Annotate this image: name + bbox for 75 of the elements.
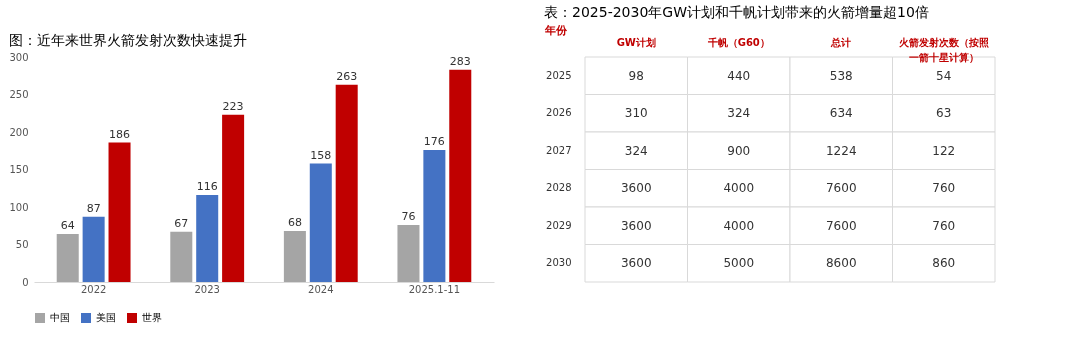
y-tick-label: 0 xyxy=(22,276,29,288)
legend-label: 世界 xyxy=(142,312,162,323)
bar xyxy=(56,234,79,282)
data-label: 760 xyxy=(932,218,956,233)
x-tick-label: 总计 xyxy=(830,36,852,48)
y-tick-label: 2027 xyxy=(546,144,572,156)
x-tick-label: 2022 xyxy=(80,283,107,295)
y-tick-label: 2029 xyxy=(546,219,572,231)
data-label: 4000 xyxy=(723,218,755,233)
bar xyxy=(449,69,472,282)
x-tick-label: GW计划 xyxy=(616,36,656,48)
data-label: 176 xyxy=(423,135,445,148)
bar xyxy=(196,195,219,282)
bar xyxy=(170,231,193,282)
chart-title: 图：近年来世界火箭发射次数快速提升 xyxy=(8,32,247,48)
data-label: 64 xyxy=(60,219,75,232)
data-label: 324 xyxy=(727,106,751,121)
data-label: 860 xyxy=(932,256,956,271)
data-label: 634 xyxy=(829,106,853,121)
data-label: 7600 xyxy=(825,218,857,233)
y-tick-label: 250 xyxy=(9,89,29,100)
y-tick-label: 2030 xyxy=(546,257,572,269)
data-label: 116 xyxy=(196,180,218,193)
data-label: 76 xyxy=(401,210,416,223)
data-label: 3600 xyxy=(620,218,652,233)
data-label: 87 xyxy=(86,201,101,215)
legend-label: 中国 xyxy=(50,312,70,323)
data-label: 158 xyxy=(310,148,332,162)
data-label: 324 xyxy=(624,143,648,158)
data-label: 67 xyxy=(174,216,189,230)
x-tick-label: 2024 xyxy=(308,283,334,295)
y-tick-label: 150 xyxy=(9,164,29,175)
chart-title: 表：2025-2030年GW计划和千帆计划带来的火箭增量超10倍 xyxy=(544,4,929,20)
data-label: 4000 xyxy=(723,181,755,196)
data-label: 538 xyxy=(829,68,853,83)
data-label: 54 xyxy=(936,68,952,83)
bar xyxy=(335,84,358,282)
data-label: 122 xyxy=(932,143,956,158)
y-tick-label: 2026 xyxy=(546,107,572,119)
y-tick-label: 2025 xyxy=(546,69,572,81)
data-label: 440 xyxy=(727,68,751,83)
data-label: 900 xyxy=(727,143,751,158)
data-label: 186 xyxy=(109,127,131,141)
data-label: 3600 xyxy=(620,181,652,196)
data-label: 8600 xyxy=(825,256,857,271)
bar xyxy=(423,150,446,282)
data-label: 310 xyxy=(624,106,648,121)
bar xyxy=(309,163,332,282)
y-tick-label: 100 xyxy=(9,201,29,213)
data-label: 1224 xyxy=(825,143,857,158)
legend-label: 美国 xyxy=(96,312,116,323)
y-tick-label: 50 xyxy=(15,239,29,250)
bar xyxy=(397,225,420,282)
x-tick-label: 2025.1-11 xyxy=(408,283,461,295)
data-label: 7600 xyxy=(825,181,857,196)
data-label: 223 xyxy=(222,99,244,113)
data-label: 263 xyxy=(336,69,358,83)
y-tick-label: 300 xyxy=(9,51,29,63)
data-label: 3600 xyxy=(620,256,652,271)
x-tick-label: 千帆（G60） xyxy=(706,36,770,48)
x-tick-label: 火箭发射次数（按照一箭十星计算） xyxy=(898,36,989,63)
bar xyxy=(222,114,245,282)
bar xyxy=(283,231,306,282)
data-label: 63 xyxy=(936,106,952,121)
data-label: 283 xyxy=(449,54,471,68)
bar xyxy=(82,216,105,282)
data-label: 760 xyxy=(932,181,956,196)
y-tick-label: 200 xyxy=(9,126,29,138)
y-axis-title: 年份 xyxy=(543,23,568,37)
data-label: 5000 xyxy=(723,256,755,271)
y-tick-label: 2028 xyxy=(546,182,572,194)
data-label: 68 xyxy=(287,216,302,229)
x-tick-label: 2023 xyxy=(194,283,220,295)
data-label: 98 xyxy=(628,68,644,83)
bar xyxy=(108,142,131,282)
